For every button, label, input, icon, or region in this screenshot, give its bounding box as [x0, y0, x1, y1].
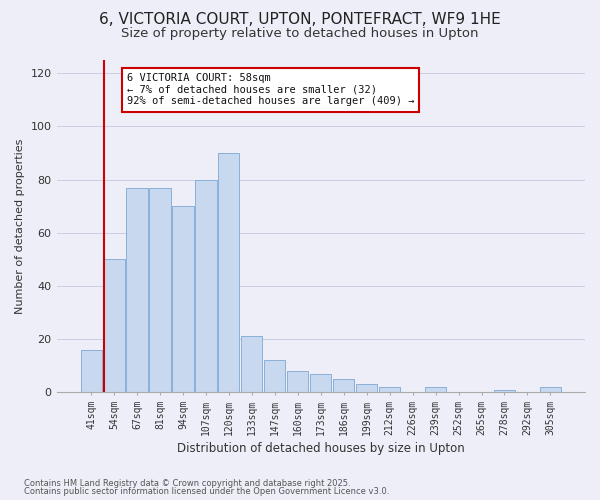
Text: Contains public sector information licensed under the Open Government Licence v3: Contains public sector information licen… [24, 487, 389, 496]
X-axis label: Distribution of detached houses by size in Upton: Distribution of detached houses by size … [177, 442, 464, 455]
Y-axis label: Number of detached properties: Number of detached properties [15, 138, 25, 314]
Bar [241, 336, 262, 392]
Bar [287, 371, 308, 392]
Bar [356, 384, 377, 392]
Bar [333, 379, 354, 392]
Bar [172, 206, 194, 392]
Bar [127, 188, 148, 392]
Text: 6, VICTORIA COURT, UPTON, PONTEFRACT, WF9 1HE: 6, VICTORIA COURT, UPTON, PONTEFRACT, WF… [99, 12, 501, 28]
Text: Contains HM Land Registry data © Crown copyright and database right 2025.: Contains HM Land Registry data © Crown c… [24, 478, 350, 488]
Bar [310, 374, 331, 392]
Bar [264, 360, 286, 392]
Bar [379, 387, 400, 392]
Bar [540, 387, 561, 392]
Text: Size of property relative to detached houses in Upton: Size of property relative to detached ho… [121, 28, 479, 40]
Bar [425, 387, 446, 392]
Bar [104, 260, 125, 392]
Bar [149, 188, 170, 392]
Text: 6 VICTORIA COURT: 58sqm
← 7% of detached houses are smaller (32)
92% of semi-det: 6 VICTORIA COURT: 58sqm ← 7% of detached… [127, 74, 414, 106]
Bar [218, 153, 239, 392]
Bar [494, 390, 515, 392]
Bar [196, 180, 217, 392]
Bar [80, 350, 101, 392]
